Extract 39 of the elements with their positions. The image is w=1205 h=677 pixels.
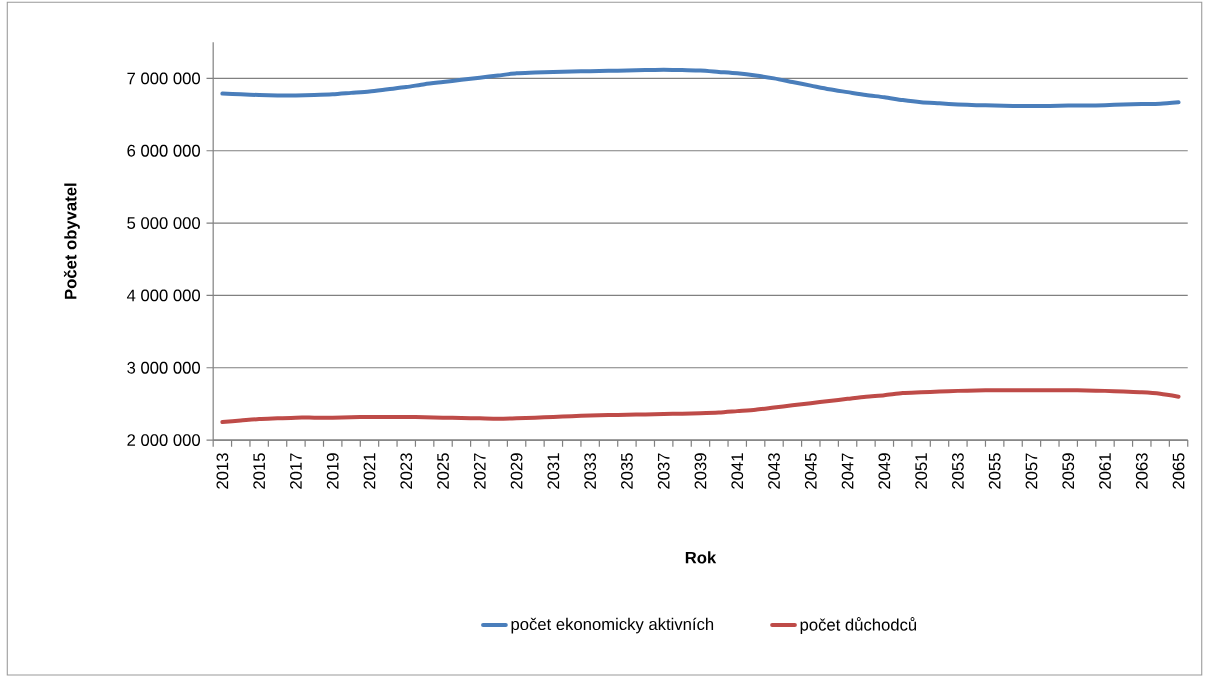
x-tick-label: 2049 <box>878 453 891 489</box>
x-tick-label: 2055 <box>988 453 1001 489</box>
x-tick-label: 2029 <box>510 453 523 489</box>
x-tick-label: 2059 <box>1062 453 1075 489</box>
x-tick-label: 2041 <box>731 453 744 489</box>
x-tick-label: 2039 <box>694 453 707 489</box>
x-tick-label: 2035 <box>621 453 633 489</box>
legend-label: počet důchodců <box>800 616 917 634</box>
x-tick-label: 2025 <box>437 453 449 489</box>
y-tick-label: 5 000 000 <box>127 217 201 229</box>
x-tick-label: 2021 <box>363 453 376 489</box>
y-axis-title: Počet obyvatel <box>63 183 80 299</box>
x-tick-label: 2061 <box>1099 453 1111 489</box>
x-tick-label: 2045 <box>804 453 817 489</box>
x-tick-label: 2019 <box>326 453 339 489</box>
y-tick-label: 2 000 000 <box>127 434 201 446</box>
x-axis-title: Rok <box>685 551 717 564</box>
line-series <box>220 67 1181 108</box>
x-tick-label: 2057 <box>1025 453 1038 489</box>
x-tick-label: 2027 <box>473 453 486 489</box>
x-tick-label: 2031 <box>547 453 560 489</box>
x-tick-label: 2065 <box>1172 453 1185 489</box>
x-tick-label: 2023 <box>400 453 413 489</box>
legend-label: počet ekonomicky aktivních <box>511 617 714 634</box>
y-tick-label: 6 000 000 <box>127 144 201 157</box>
y-tick-label: 7 000 000 <box>127 72 201 85</box>
y-tick-label: 3 000 000 <box>127 361 201 374</box>
x-tick-label: 2051 <box>915 453 928 489</box>
y-tick-label: 4 000 000 <box>126 289 201 302</box>
x-tick-label: 2047 <box>841 453 854 489</box>
x-tick-label: 2013 <box>216 453 229 489</box>
x-tick-label: 2033 <box>584 453 597 489</box>
x-tick-label: 2015 <box>253 453 266 489</box>
x-tick-label: 2063 <box>1135 453 1148 489</box>
x-tick-label: 2043 <box>768 453 780 489</box>
x-tick-label: 2053 <box>952 453 964 489</box>
x-tick-label: 2037 <box>657 453 670 489</box>
x-tick-label: 2017 <box>290 453 302 489</box>
line-series <box>220 388 1181 424</box>
